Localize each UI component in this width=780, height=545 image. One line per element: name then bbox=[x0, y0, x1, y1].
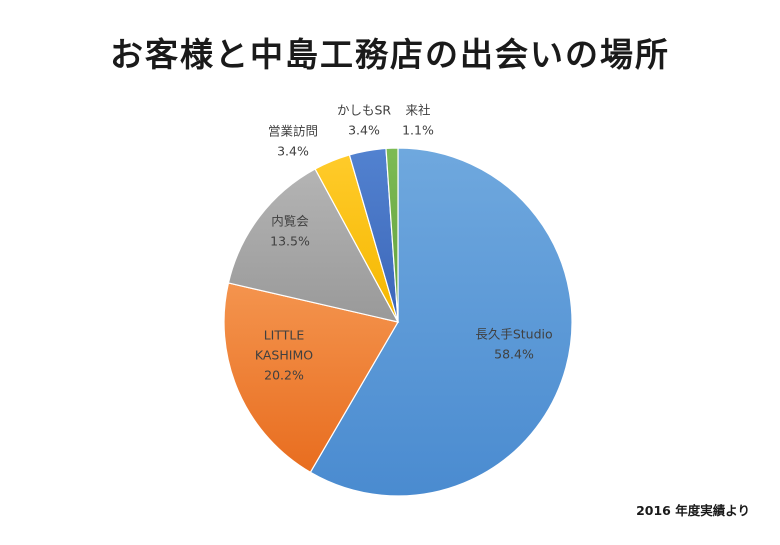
footnote: 2016 年度実績より bbox=[636, 503, 750, 518]
slice-percent-label: 13.5% bbox=[270, 234, 310, 249]
slice-percent-label: 3.4% bbox=[348, 123, 380, 138]
slice-percent-label: 58.4% bbox=[494, 347, 534, 362]
pie-slice-6 bbox=[385, 147, 399, 323]
slice-category-label: 営業訪問 bbox=[268, 124, 318, 139]
chart-title: お客様と中島工務店の出会いの場所 bbox=[110, 35, 670, 74]
slice-percent-label: 1.1% bbox=[402, 123, 434, 138]
pie-slice-3 bbox=[227, 168, 400, 323]
slice-category-label: 長久手Studio bbox=[475, 327, 552, 342]
slice-category-label: かしもSR bbox=[337, 103, 391, 118]
pie-slice-1 bbox=[309, 147, 573, 497]
pie-slice-2 bbox=[223, 282, 399, 474]
slice-category-label: 内覧会 bbox=[271, 214, 309, 229]
slice-category-label: 来社 bbox=[405, 103, 430, 118]
slice-category-label: KASHIMO bbox=[255, 348, 313, 363]
slice-category-label: LITTLE bbox=[264, 328, 305, 343]
slice-percent-label: 3.4% bbox=[277, 144, 309, 159]
slice-percent-label: 20.2% bbox=[264, 368, 304, 383]
